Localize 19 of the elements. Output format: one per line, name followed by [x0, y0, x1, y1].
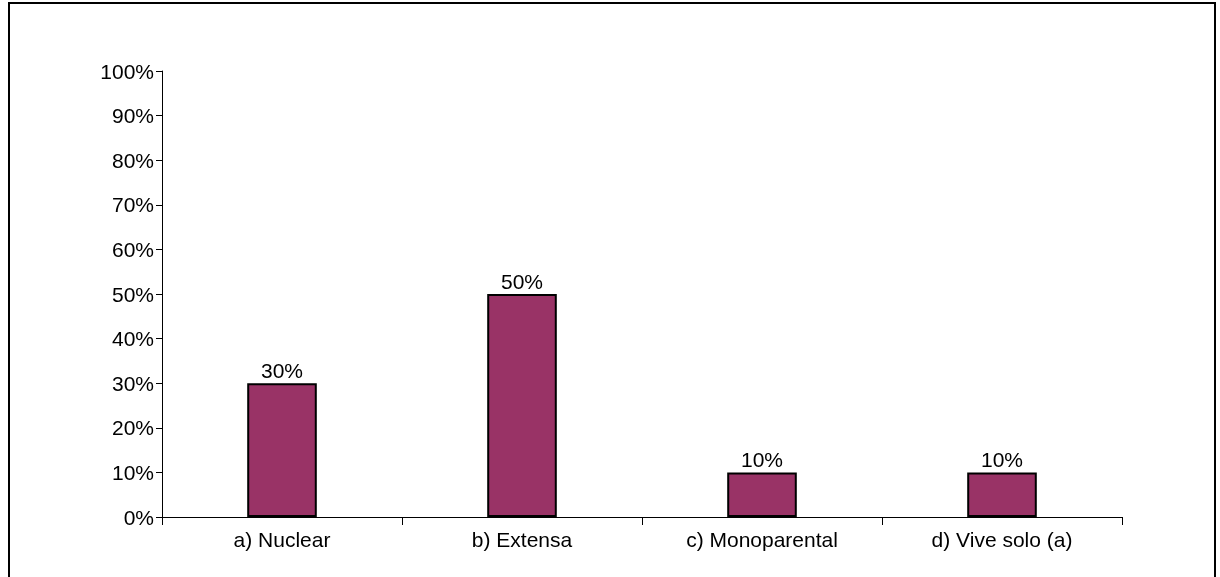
y-tick-label: 0%: [123, 505, 154, 529]
x-tick-label: b) Extensa: [471, 528, 573, 551]
data-label: 30%: [260, 359, 304, 383]
y-tick-label: 90%: [111, 104, 154, 128]
y-tick-label: 20%: [111, 416, 154, 440]
y-tick-label: 60%: [111, 237, 154, 261]
y-tick-label: 70%: [111, 193, 154, 217]
data-label: 10%: [740, 448, 784, 472]
data-label: 10%: [980, 448, 1024, 472]
x-tick-label: c) Monoparental: [686, 528, 838, 551]
y-tick-label: 40%: [111, 327, 154, 351]
y-tick-label: 100%: [100, 59, 154, 83]
x-tick-label: d) Vive solo (a): [931, 528, 1073, 551]
data-label: 50%: [500, 270, 544, 293]
y-tick-label: 80%: [111, 148, 154, 172]
y-tick-label: 50%: [111, 282, 154, 306]
y-tick-label: 10%: [111, 460, 154, 484]
y-tick-label: 30%: [111, 371, 154, 395]
x-tick-label: a) Nuclear: [233, 528, 331, 551]
